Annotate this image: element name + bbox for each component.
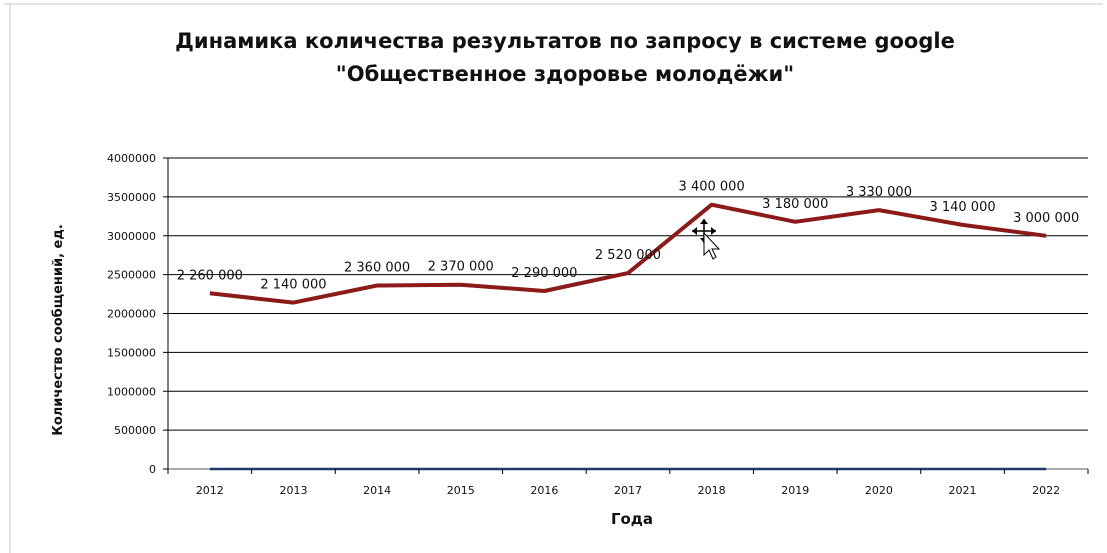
x-tick-label: 2021 (949, 484, 977, 497)
data-label: 3 400 000 (679, 180, 745, 195)
data-label: 2 290 000 (511, 266, 577, 281)
y-tick-label: 0 (149, 463, 156, 476)
y-tick-label: 3500000 (107, 191, 156, 204)
move-cursor-icon (692, 219, 721, 260)
x-tick-label: 2022 (1032, 484, 1060, 497)
series-line-1[interactable] (209, 202, 1047, 305)
data-label: 2 370 000 (428, 260, 494, 275)
sheet-frame (4, 3, 1103, 553)
data-labels: 2 260 000 2 140 000 2 360 000 2 370 000 2 29… (177, 180, 1080, 293)
x-tick-label: 2018 (698, 484, 726, 497)
x-tick-label: 2016 (530, 484, 558, 497)
y-tick-label: 3000000 (107, 230, 156, 243)
data-label: 3 180 000 (762, 197, 828, 212)
data-label: 3 330 000 (846, 185, 912, 200)
y-tick-label: 1000000 (107, 385, 156, 398)
x-tick-label: 2020 (865, 484, 893, 497)
x-tick-label: 2012 (196, 484, 224, 497)
data-label: 3 140 000 (929, 200, 995, 215)
data-label: 2 140 000 (260, 278, 326, 293)
y-tick-label: 2000000 (107, 308, 156, 321)
x-tick-label: 2013 (279, 484, 307, 497)
data-label: 2 260 000 (177, 268, 243, 283)
y-axis-ticks: 0 500000 1000000 1500000 2000000 2500000 30000… (107, 152, 156, 476)
y-tick-label: 500000 (114, 424, 156, 437)
x-tick-label: 2017 (614, 484, 642, 497)
data-label: 3 000 000 (1013, 211, 1079, 226)
x-tick-label: 2015 (447, 484, 475, 497)
series-lines (209, 202, 1047, 471)
x-tick-label: 2019 (781, 484, 809, 497)
x-axis-ticks: 2012 2013 2014 2015 2016 2017 2018 2019 2020 2021… (167, 469, 1089, 497)
data-label: 2 360 000 (344, 261, 410, 276)
y-axis-title: Количество сообщений, ед. (51, 224, 66, 436)
y-tick-label: 2500000 (107, 269, 156, 282)
chart-title-line-2: "Общественное здоровье молодёжи" (336, 62, 794, 86)
y-tick-label: 4000000 (107, 152, 156, 165)
data-label: 2 520 000 (595, 248, 661, 263)
x-axis-title: Года (611, 510, 653, 528)
chart-title-line-1: Динамика количества результатов по запро… (175, 29, 955, 53)
x-tick-label: 2014 (363, 484, 391, 497)
y-tick-label: 1500000 (107, 346, 156, 359)
